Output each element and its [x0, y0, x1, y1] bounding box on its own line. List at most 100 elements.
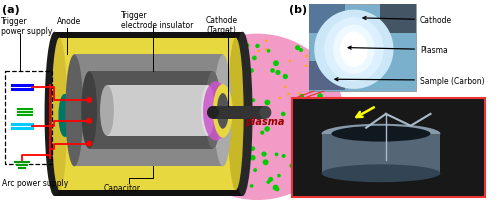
- Bar: [309, 5, 344, 34]
- Circle shape: [208, 81, 210, 84]
- Ellipse shape: [100, 86, 114, 136]
- Ellipse shape: [217, 94, 229, 129]
- Circle shape: [272, 185, 278, 191]
- Circle shape: [310, 88, 314, 91]
- Circle shape: [256, 44, 260, 49]
- Circle shape: [330, 87, 336, 92]
- Circle shape: [232, 87, 237, 91]
- Bar: [292, 99, 485, 197]
- Ellipse shape: [205, 72, 221, 149]
- Text: Trigger
power supply: Trigger power supply: [1, 17, 52, 36]
- Circle shape: [244, 119, 246, 122]
- Circle shape: [184, 157, 189, 162]
- Circle shape: [299, 49, 303, 53]
- Circle shape: [276, 187, 280, 191]
- Ellipse shape: [340, 32, 368, 68]
- Circle shape: [216, 182, 218, 184]
- Circle shape: [174, 112, 180, 117]
- Text: Plasma: Plasma: [348, 46, 448, 55]
- Ellipse shape: [232, 33, 252, 196]
- Ellipse shape: [58, 95, 70, 137]
- Circle shape: [262, 114, 266, 119]
- Circle shape: [221, 180, 226, 184]
- Circle shape: [278, 97, 281, 100]
- Circle shape: [264, 126, 270, 132]
- Circle shape: [294, 136, 298, 140]
- Circle shape: [334, 118, 337, 120]
- Circle shape: [317, 94, 323, 99]
- Circle shape: [336, 98, 338, 101]
- Text: Arc power supply: Arc power supply: [2, 178, 68, 187]
- Circle shape: [245, 125, 250, 130]
- Circle shape: [200, 68, 203, 71]
- Circle shape: [309, 112, 314, 117]
- Ellipse shape: [214, 55, 232, 166]
- Circle shape: [198, 81, 200, 84]
- Circle shape: [86, 141, 92, 147]
- Ellipse shape: [228, 38, 244, 190]
- Circle shape: [228, 73, 232, 77]
- Ellipse shape: [213, 85, 233, 138]
- Ellipse shape: [207, 106, 219, 119]
- Circle shape: [247, 146, 252, 152]
- Text: (a): (a): [2, 5, 20, 15]
- Ellipse shape: [314, 11, 394, 89]
- Ellipse shape: [332, 126, 430, 142]
- Circle shape: [249, 69, 254, 74]
- Circle shape: [277, 174, 281, 178]
- Circle shape: [250, 147, 255, 151]
- Circle shape: [298, 93, 300, 95]
- Text: plasma: plasma: [246, 116, 285, 126]
- Circle shape: [260, 131, 264, 135]
- Bar: [64, 95, 104, 137]
- Bar: [213, 106, 266, 119]
- Circle shape: [86, 118, 92, 124]
- Circle shape: [232, 175, 234, 178]
- Circle shape: [282, 154, 286, 158]
- Circle shape: [236, 184, 239, 187]
- Circle shape: [262, 152, 266, 157]
- Circle shape: [270, 69, 275, 73]
- Circle shape: [250, 184, 254, 188]
- Circle shape: [265, 40, 268, 43]
- Circle shape: [224, 63, 229, 68]
- Circle shape: [288, 60, 292, 63]
- Circle shape: [196, 114, 199, 117]
- Circle shape: [181, 118, 186, 123]
- Circle shape: [245, 125, 248, 129]
- Text: Anode: Anode: [58, 17, 82, 26]
- Circle shape: [276, 70, 280, 76]
- Text: Trigger
electrode insulator: Trigger electrode insulator: [121, 11, 193, 30]
- Ellipse shape: [81, 72, 97, 149]
- Circle shape: [314, 154, 318, 158]
- Circle shape: [218, 69, 222, 73]
- Circle shape: [266, 180, 270, 184]
- Circle shape: [244, 102, 248, 106]
- Ellipse shape: [171, 35, 344, 200]
- Bar: [322, 134, 440, 174]
- Circle shape: [232, 136, 236, 140]
- Circle shape: [265, 49, 268, 51]
- Bar: [380, 5, 416, 34]
- Circle shape: [314, 171, 316, 174]
- Circle shape: [250, 155, 256, 161]
- Bar: [309, 5, 416, 92]
- Circle shape: [210, 122, 214, 125]
- Circle shape: [264, 100, 270, 106]
- Circle shape: [234, 174, 236, 177]
- Circle shape: [273, 61, 279, 67]
- Bar: [54, 33, 242, 196]
- Circle shape: [316, 155, 320, 160]
- Circle shape: [294, 112, 299, 117]
- Circle shape: [214, 159, 217, 162]
- Circle shape: [290, 163, 294, 168]
- Circle shape: [314, 122, 319, 127]
- Circle shape: [192, 73, 194, 75]
- Ellipse shape: [203, 82, 229, 141]
- Text: Capacitor: Capacitor: [104, 183, 141, 192]
- Circle shape: [218, 103, 224, 109]
- Circle shape: [262, 160, 268, 165]
- Circle shape: [218, 49, 224, 55]
- Text: Cathode
(Target): Cathode (Target): [206, 16, 238, 35]
- Circle shape: [274, 153, 278, 156]
